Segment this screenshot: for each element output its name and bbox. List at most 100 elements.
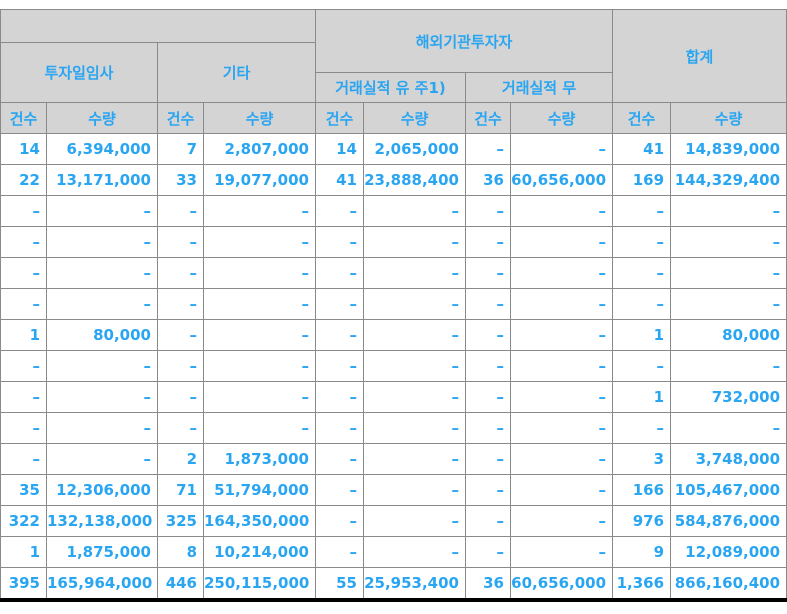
table-row: – – – – – – – – – –: [0, 412, 787, 444]
quantity-cell: 732,000: [670, 381, 787, 413]
count-cell: 35: [0, 474, 47, 506]
quantity-cell: 866,160,400: [670, 567, 787, 601]
count-cell: –: [157, 381, 204, 413]
count-cell: –: [315, 319, 364, 351]
quantity-cell: 25,953,400: [363, 567, 466, 601]
count-cell: 1: [612, 319, 672, 351]
quantity-cell: 51,794,000: [203, 474, 316, 506]
count-cell: –: [465, 226, 511, 258]
quantity-cell: –: [363, 257, 466, 289]
count-cell: –: [315, 443, 364, 475]
count-cell: –: [465, 257, 511, 289]
count-cell: –: [315, 412, 364, 444]
count-cell: 1: [612, 381, 672, 413]
count-cell: 33: [157, 164, 204, 196]
investor-allocation-table: 해외기관투자자 합계 투자일임사 기타 거래실적 유 주1) 거래실적 무 건수…: [0, 9, 787, 602]
count-cell: 3: [612, 443, 672, 475]
quantity-cell: 105,467,000: [670, 474, 787, 506]
count-cell: –: [0, 257, 47, 289]
allocation-table-page: 해외기관투자자 합계 투자일임사 기타 거래실적 유 주1) 거래실적 무 건수…: [0, 9, 787, 614]
count-cell: –: [612, 412, 672, 444]
quantity-cell: –: [203, 381, 316, 413]
count-cell: –: [465, 350, 511, 382]
quantity-cell: –: [46, 257, 158, 289]
count-cell: –: [465, 474, 511, 506]
quantity-cell: –: [363, 536, 466, 568]
count-cell: –: [315, 505, 364, 537]
count-cell: –: [315, 257, 364, 289]
count-cell: 325: [157, 505, 204, 537]
quantity-cell: –: [509, 226, 614, 258]
count-cell: –: [612, 226, 672, 258]
count-cell: 446: [157, 567, 204, 601]
quantity-cell: –: [363, 474, 466, 506]
table-row: 1 80,000– – – – – –1 80,000: [0, 319, 787, 351]
quantity-cell: –: [670, 226, 787, 258]
quantity-cell: –: [363, 381, 466, 413]
count-cell: –: [465, 536, 511, 568]
count-cell: –: [612, 288, 672, 320]
count-cell: –: [0, 412, 47, 444]
count-cell: –: [0, 443, 47, 475]
quantity-cell: –: [46, 412, 158, 444]
quantity-cell: –: [509, 257, 614, 289]
quantity-cell: 6,394,000: [46, 133, 158, 165]
quantity-cell: 60,656,000: [509, 567, 614, 601]
quantity-cell: 132,138,000: [46, 505, 158, 537]
quantity-cell: –: [670, 195, 787, 227]
quantity-cell: –: [670, 288, 787, 320]
quantity-cell: –: [363, 412, 466, 444]
count-cell: –: [0, 288, 47, 320]
count-cell: 395: [0, 567, 47, 601]
count-cell: 14: [315, 133, 364, 165]
count-cell: –: [157, 288, 204, 320]
quantity-cell: 80,000: [46, 319, 158, 351]
count-cell: 976: [612, 505, 672, 537]
header-subgroup-with-record: 거래실적 유 주1): [315, 72, 466, 103]
count-cell: –: [465, 412, 511, 444]
col-header-qty: 수량: [203, 102, 316, 134]
table-row: 22 13,171,000 33 19,077,000 41 23,888,400 36 60…: [0, 164, 787, 196]
quantity-cell: 12,089,000: [670, 536, 787, 568]
header-group-other: 기타: [157, 42, 316, 103]
count-cell: –: [465, 133, 511, 165]
quantity-cell: –: [203, 350, 316, 382]
quantity-cell: 23,888,400: [363, 164, 466, 196]
quantity-cell: –: [203, 257, 316, 289]
count-cell: 1: [0, 536, 47, 568]
quantity-cell: –: [203, 226, 316, 258]
count-cell: 36: [465, 164, 511, 196]
count-cell: –: [315, 288, 364, 320]
quantity-cell: 60,656,000: [509, 164, 614, 196]
quantity-cell: –: [46, 195, 158, 227]
col-header-count: 건수: [157, 102, 204, 134]
quantity-cell: –: [509, 133, 614, 165]
quantity-cell: –: [670, 412, 787, 444]
count-cell: –: [465, 505, 511, 537]
count-cell: –: [612, 350, 672, 382]
quantity-cell: –: [509, 350, 614, 382]
col-header-count: 건수: [612, 102, 672, 134]
table-row: – – – – – – – – – –: [0, 195, 787, 227]
quantity-cell: –: [363, 350, 466, 382]
count-cell: –: [612, 195, 672, 227]
table-row: 322 132,138,000 325 164,350,000– – – –976 584,8…: [0, 505, 787, 537]
col-header-qty: 수량: [46, 102, 158, 134]
quantity-cell: –: [509, 505, 614, 537]
quantity-cell: –: [670, 257, 787, 289]
col-header-count: 건수: [315, 102, 364, 134]
quantity-cell: –: [46, 226, 158, 258]
count-cell: –: [612, 257, 672, 289]
quantity-cell: –: [509, 536, 614, 568]
count-cell: –: [465, 319, 511, 351]
quantity-cell: 2,807,000: [203, 133, 316, 165]
quantity-cell: 80,000: [670, 319, 787, 351]
quantity-cell: –: [509, 195, 614, 227]
quantity-cell: –: [363, 319, 466, 351]
count-cell: 166: [612, 474, 672, 506]
count-cell: –: [0, 350, 47, 382]
table-header: 해외기관투자자 합계 투자일임사 기타 거래실적 유 주1) 거래실적 무 건수…: [0, 9, 787, 134]
quantity-cell: –: [46, 350, 158, 382]
quantity-cell: 14,839,000: [670, 133, 787, 165]
quantity-cell: –: [203, 288, 316, 320]
